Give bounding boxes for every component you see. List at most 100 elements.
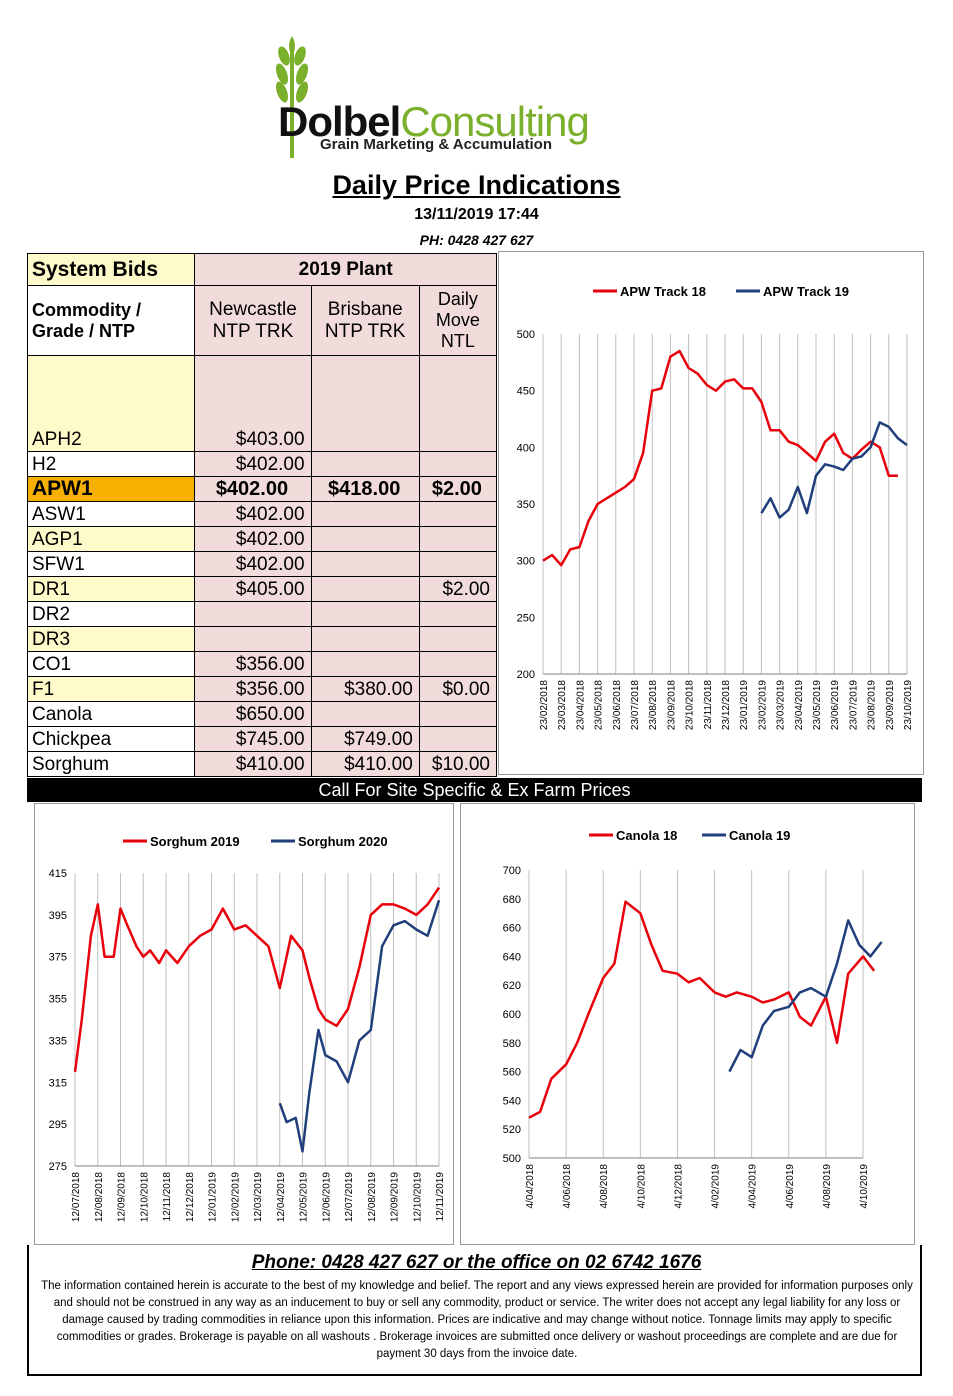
table-row: F1 $356.00 $380.00 $0.00 bbox=[26, 676, 498, 702]
move-cell bbox=[418, 651, 498, 677]
company-logo: DolbelConsulting Grain Marketing & Accum… bbox=[270, 28, 630, 158]
y-tick-label: 250 bbox=[517, 612, 535, 624]
brisbane-cell: $418.00 bbox=[310, 476, 420, 502]
legend-label: Sorghum 2020 bbox=[298, 834, 388, 849]
y-tick-label: 500 bbox=[503, 1153, 521, 1165]
grade-cell: H2 bbox=[26, 451, 196, 477]
newcastle-cell: $402.00 bbox=[194, 501, 312, 527]
sorghum-chart: 12/07/2018 12/08/2018 12/09/2018 12/10/2018… bbox=[34, 803, 454, 1245]
series-line bbox=[528, 900, 876, 1119]
y-tick-label: 415 bbox=[49, 868, 67, 880]
newcastle-cell: $356.00 bbox=[194, 676, 312, 702]
grade-cell: AGP1 bbox=[26, 526, 196, 552]
disclaimer: The information contained herein is accu… bbox=[41, 1280, 913, 1360]
y-tick-label: 400 bbox=[517, 442, 535, 454]
x-tick-label: 23/01/2019 bbox=[739, 680, 750, 730]
logo-brand-dolbel: Dolbel bbox=[278, 98, 401, 145]
x-tick-label: 23/02/2019 bbox=[757, 680, 768, 730]
grade-cell: CO1 bbox=[26, 651, 196, 677]
x-tick-label: 4/10/2019 bbox=[859, 1164, 870, 1209]
grade-cell: F1 bbox=[26, 676, 196, 702]
y-tick-label: 680 bbox=[503, 894, 521, 906]
x-tick-label: 23/07/2019 bbox=[848, 680, 859, 730]
move-cell bbox=[418, 501, 498, 527]
grade-cell: DR1 bbox=[26, 576, 196, 602]
move-cell bbox=[418, 601, 498, 627]
y-tick-label: 350 bbox=[517, 499, 535, 511]
move-cell: $2.00 bbox=[418, 476, 498, 502]
brisbane-header: Brisbane NTP TRK bbox=[310, 285, 420, 356]
newcastle-cell: $403.00 bbox=[194, 355, 312, 452]
x-tick-label: 12/10/2019 bbox=[412, 1172, 423, 1222]
move-cell bbox=[418, 626, 498, 652]
y-tick-label: 520 bbox=[503, 1124, 521, 1136]
legend-label: Canola 19 bbox=[729, 828, 790, 843]
x-tick-label: 23/08/2018 bbox=[648, 680, 659, 730]
plant-header: 2019 Plant bbox=[194, 253, 497, 286]
grade-cell: Sorghum bbox=[26, 751, 196, 777]
x-tick-label: 12/08/2019 bbox=[367, 1172, 378, 1222]
move-cell bbox=[418, 726, 498, 752]
table-row: AGP1 $402.00 bbox=[26, 526, 498, 552]
x-tick-label: 4/08/2018 bbox=[599, 1164, 610, 1209]
table-row: APW1 $402.00 $418.00 $2.00 bbox=[26, 476, 498, 502]
x-tick-label: 12/11/2018 bbox=[162, 1172, 173, 1222]
table-row: DR1 $405.00 $2.00 bbox=[26, 576, 498, 602]
brisbane-cell bbox=[310, 355, 420, 452]
x-tick-label: 12/06/2019 bbox=[321, 1172, 332, 1222]
y-tick-label: 580 bbox=[503, 1038, 521, 1050]
x-tick-label: 4/06/2018 bbox=[562, 1164, 573, 1209]
brisbane-cell: $410.00 bbox=[310, 751, 420, 777]
y-tick-label: 450 bbox=[517, 386, 535, 398]
brisbane-cell bbox=[310, 651, 420, 677]
move-cell bbox=[418, 526, 498, 552]
x-tick-label: 23/04/2019 bbox=[794, 680, 805, 730]
newcastle-cell: $650.00 bbox=[194, 701, 312, 727]
legend-label: APW Track 19 bbox=[763, 284, 849, 299]
newcastle-cell: $405.00 bbox=[194, 576, 312, 602]
site-specific-banner: Call For Site Specific & Ex Farm Prices bbox=[27, 778, 922, 802]
sorghum-chart-svg: 12/07/2018 12/08/2018 12/09/2018 12/10/2018… bbox=[49, 834, 446, 1222]
newcastle-cell: $356.00 bbox=[194, 651, 312, 677]
x-tick-label: 12/09/2019 bbox=[390, 1172, 401, 1222]
x-tick-label: 4/08/2019 bbox=[822, 1164, 833, 1209]
grade-cell: Chickpea bbox=[26, 726, 196, 752]
brisbane-cell bbox=[310, 551, 420, 577]
x-tick-label: 23/04/2018 bbox=[575, 680, 586, 730]
x-tick-label: 23/03/2019 bbox=[776, 680, 787, 730]
page-title: Daily Price Indications bbox=[332, 170, 621, 200]
footer-frame bbox=[27, 1245, 922, 1376]
newcastle-cell: $402.00 bbox=[194, 476, 312, 502]
apw-chart: 23/02/2018 23/03/2018 23/04/2018 23/05/2018… bbox=[498, 251, 924, 775]
x-tick-label: 4/12/2018 bbox=[673, 1164, 684, 1209]
table-row: CO1 $356.00 bbox=[26, 651, 498, 677]
legend-label: APW Track 18 bbox=[620, 284, 706, 299]
x-tick-label: 12/04/2019 bbox=[276, 1172, 287, 1222]
brisbane-cell bbox=[310, 576, 420, 602]
header-phone: PH: 0428 427 627 bbox=[419, 232, 534, 248]
table-row: SFW1 $402.00 bbox=[26, 551, 498, 577]
x-tick-label: 23/08/2019 bbox=[867, 680, 878, 730]
table-row: ASW1 $402.00 bbox=[26, 501, 498, 527]
y-tick-label: 395 bbox=[49, 910, 67, 922]
x-tick-label: 4/04/2018 bbox=[525, 1164, 536, 1209]
y-tick-label: 640 bbox=[503, 951, 521, 963]
x-tick-label: 12/12/2018 bbox=[185, 1172, 196, 1222]
x-tick-label: 4/06/2019 bbox=[785, 1164, 796, 1209]
x-tick-label: 4/10/2018 bbox=[636, 1164, 647, 1209]
x-tick-label: 12/07/2019 bbox=[344, 1172, 355, 1222]
x-tick-label: 12/10/2018 bbox=[139, 1172, 150, 1222]
brisbane-cell bbox=[310, 601, 420, 627]
x-tick-label: 23/09/2019 bbox=[885, 680, 896, 730]
newcastle-cell: $402.00 bbox=[194, 451, 312, 477]
price-table: System Bids 2019 Plant Commodity / Grade… bbox=[26, 253, 498, 777]
canola-chart-svg: 4/04/2018 4/06/2018 4/08/2018 4/10/2018 4/12… bbox=[503, 828, 883, 1209]
table-row: H2 $402.00 bbox=[26, 451, 498, 477]
move-cell bbox=[418, 551, 498, 577]
canola-chart: 4/04/2018 4/06/2018 4/08/2018 4/10/2018 4/12… bbox=[460, 803, 915, 1245]
y-tick-label: 355 bbox=[49, 994, 67, 1006]
move-cell bbox=[418, 355, 498, 452]
move-cell bbox=[418, 451, 498, 477]
y-tick-label: 620 bbox=[503, 980, 521, 992]
x-tick-label: 23/10/2018 bbox=[685, 680, 696, 730]
